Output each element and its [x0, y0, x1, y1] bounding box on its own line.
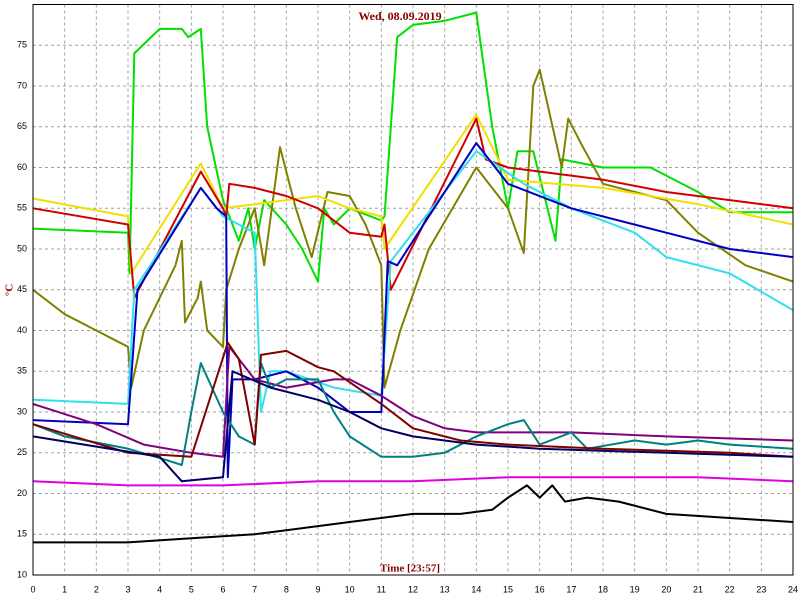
x-tick-label: 18 — [598, 584, 608, 594]
x-tick-label: 15 — [503, 584, 513, 594]
x-tick-label: 11 — [377, 584, 386, 594]
line-layer — [32, 11, 794, 544]
series-line — [32, 113, 794, 275]
y-tick-label: 60 — [17, 162, 27, 172]
x-tick-label: 13 — [440, 584, 450, 594]
x-tick-label: 10 — [345, 584, 355, 594]
x-tick-label: 12 — [408, 584, 418, 594]
y-tick-label: 65 — [17, 121, 27, 131]
x-tick-label: 1 — [62, 584, 67, 594]
x-tick-label: 23 — [756, 584, 766, 594]
y-tick-label: 20 — [17, 488, 27, 498]
series-line — [32, 117, 794, 299]
x-tick-label: 16 — [535, 584, 545, 594]
x-tick-label: 19 — [630, 584, 640, 594]
y-tick-label: 40 — [17, 325, 27, 335]
x-tick-label: 9 — [315, 584, 320, 594]
y-axis-label: °C — [4, 284, 16, 296]
x-tick-label: 7 — [252, 584, 257, 594]
series-line — [32, 370, 794, 483]
y-tick-label: 35 — [17, 366, 27, 376]
x-axis-label: Time [23:57] — [380, 563, 440, 575]
x-tick-label: 5 — [189, 584, 194, 594]
y-tick-label: 30 — [17, 406, 27, 416]
x-tick-label: 4 — [157, 584, 162, 594]
chart-title: Wed, 08.09.2019 — [358, 9, 441, 23]
y-tick-label: 55 — [17, 203, 27, 213]
x-tick-label: 20 — [661, 584, 671, 594]
series-line — [33, 484, 794, 544]
x-tick-label: 0 — [30, 584, 35, 594]
x-tick-label: 2 — [94, 584, 99, 594]
series-line — [32, 341, 794, 458]
y-tick-label: 75 — [17, 40, 27, 50]
y-tick-label: 50 — [17, 243, 27, 253]
y-tick-label: 70 — [17, 80, 27, 90]
x-tick-label: 21 — [693, 584, 703, 594]
y-tick-label: 25 — [17, 447, 27, 457]
x-tick-label: 24 — [788, 584, 798, 594]
x-tick-label: 14 — [471, 584, 481, 594]
series-line — [32, 362, 794, 466]
y-tick-label: 15 — [17, 529, 27, 539]
y-tick-label: 45 — [17, 284, 27, 294]
series-line — [32, 142, 794, 479]
plot-frame — [32, 4, 794, 576]
x-tick-label: 22 — [725, 584, 735, 594]
series-line — [32, 68, 794, 389]
x-tick-label: 6 — [220, 584, 225, 594]
x-tick-label: 3 — [125, 584, 130, 594]
x-tick-label: 8 — [284, 584, 289, 594]
x-tick-label: 17 — [566, 584, 576, 594]
series-line — [32, 476, 794, 487]
series-line — [32, 11, 793, 283]
y-tick-label: 10 — [17, 569, 27, 579]
